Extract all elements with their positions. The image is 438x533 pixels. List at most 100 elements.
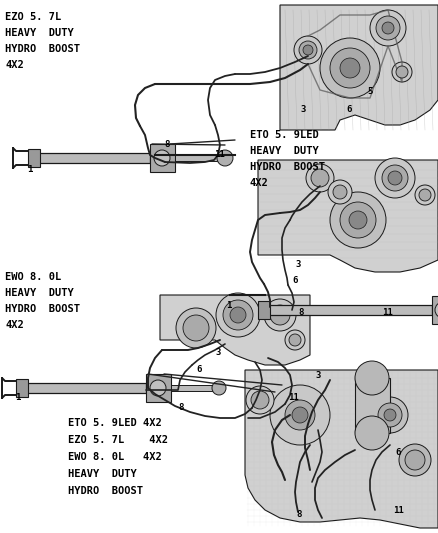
Circle shape [299,41,317,59]
Circle shape [223,300,253,330]
Text: HEAVY  DUTY: HEAVY DUTY [5,28,74,38]
Circle shape [150,380,166,396]
Bar [432,296,438,324]
Bar [16,379,28,397]
Text: HYDRO  BOOST: HYDRO BOOST [5,44,80,54]
Circle shape [399,444,431,476]
Circle shape [355,361,389,395]
Text: 11: 11 [288,393,299,402]
Circle shape [292,407,308,423]
Circle shape [264,299,296,331]
Circle shape [330,48,370,88]
Circle shape [419,189,431,201]
Circle shape [303,45,313,55]
Circle shape [378,403,402,427]
Text: HYDRO  BOOST: HYDRO BOOST [68,486,143,496]
Bar [30,153,150,163]
Text: ETO 5. 9LED 4X2: ETO 5. 9LED 4X2 [68,418,162,428]
Bar [355,378,390,433]
Circle shape [311,169,329,187]
Bar [150,144,175,172]
Circle shape [384,409,396,421]
Text: HEAVY  DUTY: HEAVY DUTY [5,288,74,298]
Circle shape [415,185,435,205]
Circle shape [382,22,394,34]
Circle shape [349,211,367,229]
Bar [28,149,40,167]
Text: EZO 5. 7L: EZO 5. 7L [5,12,61,22]
Circle shape [375,158,415,198]
Text: 1: 1 [15,393,21,402]
Polygon shape [160,295,310,365]
Text: 3: 3 [215,348,220,357]
Text: 8: 8 [178,403,184,412]
Text: 11: 11 [214,150,225,159]
Circle shape [212,381,226,395]
Circle shape [376,16,400,40]
Circle shape [340,202,376,238]
Polygon shape [258,160,438,272]
Bar [171,385,219,391]
Circle shape [388,171,402,185]
Text: 3: 3 [300,105,305,114]
Text: 8: 8 [298,308,304,317]
Circle shape [330,192,386,248]
Circle shape [294,36,322,64]
Polygon shape [245,370,438,528]
Circle shape [285,400,315,430]
Text: 4X2: 4X2 [5,320,24,330]
Bar [260,305,432,315]
Text: 6: 6 [196,365,201,374]
Text: 6: 6 [395,448,400,457]
Polygon shape [280,5,438,130]
Circle shape [154,150,170,166]
Circle shape [289,334,301,346]
Circle shape [372,397,408,433]
Circle shape [246,386,274,414]
Text: HEAVY  DUTY: HEAVY DUTY [68,469,137,479]
Bar [175,155,225,161]
Text: ETO 5. 9LED: ETO 5. 9LED [250,130,319,140]
Circle shape [217,150,233,166]
Circle shape [333,185,347,199]
Text: 4X2: 4X2 [5,60,24,70]
Text: 3: 3 [315,371,320,380]
Bar [258,301,270,319]
Text: 6: 6 [292,276,297,285]
Text: HYDRO  BOOST: HYDRO BOOST [250,162,325,172]
Text: 6: 6 [346,105,351,114]
Circle shape [306,164,334,192]
Text: HYDRO  BOOST: HYDRO BOOST [5,304,80,314]
Text: 3: 3 [295,260,300,269]
Circle shape [328,180,352,204]
Text: HEAVY  DUTY: HEAVY DUTY [250,146,319,156]
Text: 11: 11 [393,506,404,515]
Circle shape [230,307,246,323]
Text: 8: 8 [164,140,170,149]
Text: 1: 1 [27,165,32,174]
Text: 8: 8 [296,510,301,519]
Circle shape [396,66,408,78]
Text: 4X2: 4X2 [250,178,269,188]
Circle shape [435,302,438,318]
Circle shape [405,450,425,470]
Text: 1: 1 [226,301,231,310]
Circle shape [382,165,408,191]
Circle shape [392,62,412,82]
Circle shape [285,330,305,350]
Circle shape [176,308,216,348]
Circle shape [370,10,406,46]
Circle shape [278,393,322,437]
Circle shape [251,391,269,409]
Circle shape [340,58,360,78]
Circle shape [270,305,290,325]
Bar [18,383,146,393]
Text: EZO 5. 7L    4X2: EZO 5. 7L 4X2 [68,435,168,445]
Text: 11: 11 [382,308,393,317]
Circle shape [320,38,380,98]
Circle shape [183,315,209,341]
Bar [146,374,171,402]
Text: EWO 8. 0L   4X2: EWO 8. 0L 4X2 [68,452,162,462]
Circle shape [270,385,330,445]
Text: EWO 8. 0L: EWO 8. 0L [5,272,61,282]
